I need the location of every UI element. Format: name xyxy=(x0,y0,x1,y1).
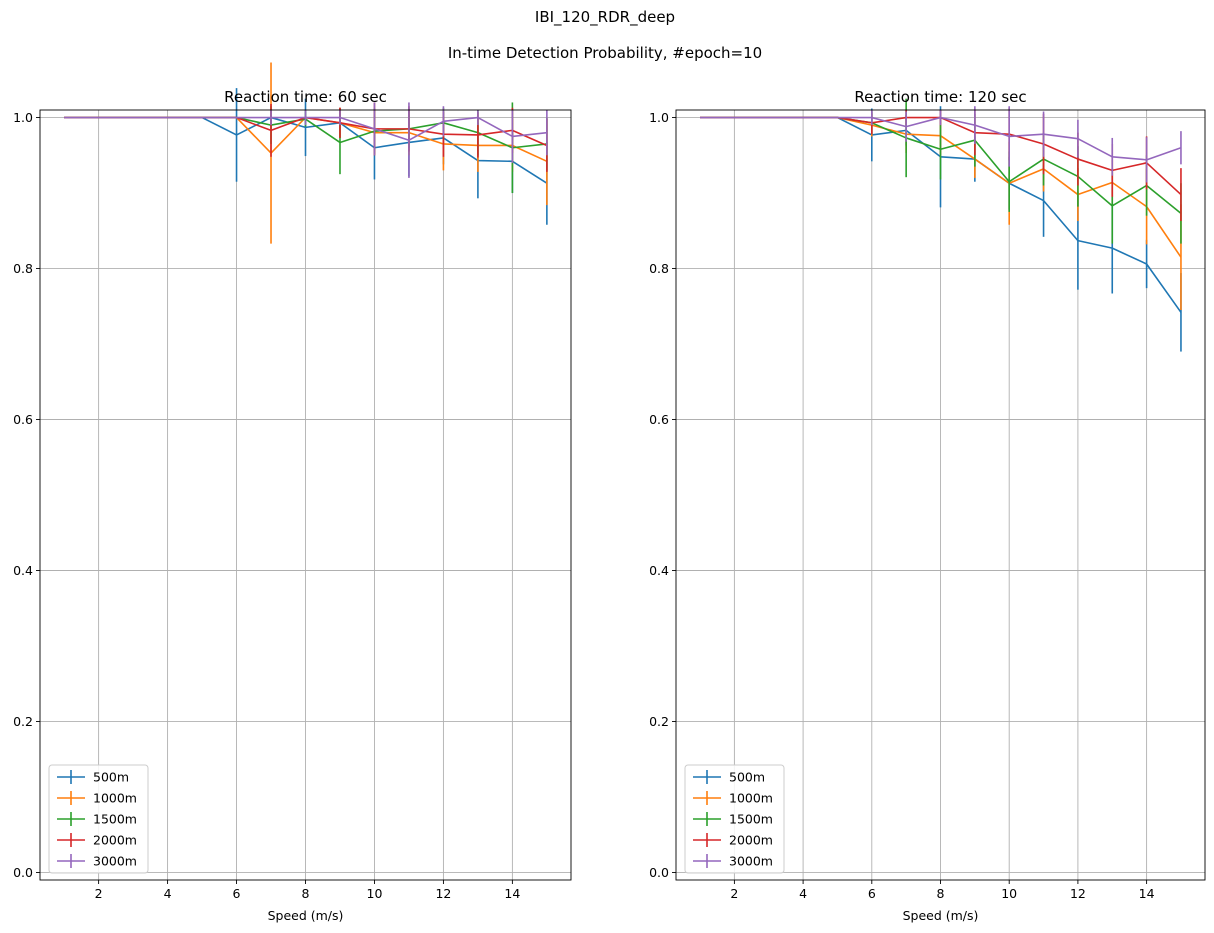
x-tick-label: 4 xyxy=(164,886,172,901)
subplot-title: Reaction time: 60 sec xyxy=(224,88,387,106)
legend-label-1500m: 1500m xyxy=(729,812,773,827)
x-tick-label: 2 xyxy=(95,886,103,901)
subplot-reaction-120: 2 4 6 8 10 12 14 0.0 0.2 0.4 0.6 0.8 1.0 Reaction tim… xyxy=(649,88,1206,923)
figure-subtitle: In-time Detection Probability, #epoch=10 xyxy=(448,44,762,62)
y-tick-label: 0.8 xyxy=(649,261,669,276)
x-tick-label: 4 xyxy=(799,886,807,901)
x-tick-label: 12 xyxy=(435,886,451,901)
x-tick-label: 10 xyxy=(367,886,383,901)
y-tick-label: 1.0 xyxy=(13,110,33,125)
y-tick-label: 0.2 xyxy=(13,714,33,729)
x-tick-label: 8 xyxy=(302,886,310,901)
y-tick-label: 0.6 xyxy=(649,412,669,427)
x-tick-label: 12 xyxy=(1070,886,1086,901)
x-axis-label: Speed (m/s) xyxy=(268,908,344,923)
y-tick-label: 0.0 xyxy=(649,865,669,880)
x-tick-label: 2 xyxy=(730,886,738,901)
y-tick-label: 1.0 xyxy=(649,110,669,125)
series-3000m xyxy=(64,102,548,178)
subplot-title: Reaction time: 120 sec xyxy=(854,88,1026,106)
legend-label-2000m: 2000m xyxy=(729,833,773,848)
legend-label-500m: 500m xyxy=(93,770,129,785)
y-tick-label: 0.6 xyxy=(13,412,33,427)
legend: 500m 1000m 1500m 2000m 3000m xyxy=(48,764,149,874)
y-tick-label: 0.4 xyxy=(13,563,33,578)
legend-label-3000m: 3000m xyxy=(93,854,137,869)
y-tick-label: 0.8 xyxy=(13,261,33,276)
x-axis-label: Speed (m/s) xyxy=(903,908,979,923)
legend-label-1500m: 1500m xyxy=(93,812,137,827)
series-3000m xyxy=(700,106,1182,183)
subplot-reaction-60: 2 4 6 8 10 12 14 0.0 0.2 0.4 0.6 0.8 1.0 Reaction tim… xyxy=(13,62,572,923)
legend-label-2000m: 2000m xyxy=(93,833,137,848)
x-tick-label: 14 xyxy=(1139,886,1155,901)
x-tick-label: 10 xyxy=(1001,886,1017,901)
legend-box xyxy=(684,764,785,874)
x-tick-label: 6 xyxy=(868,886,876,901)
y-tick-label: 0.4 xyxy=(649,563,669,578)
x-tick-label: 14 xyxy=(504,886,520,901)
figure-suptitle: IBI_120_RDR_deep xyxy=(535,8,675,27)
x-tick-label: 8 xyxy=(937,886,945,901)
x-tick-label: 6 xyxy=(233,886,241,901)
y-tick-label: 0.2 xyxy=(649,714,669,729)
legend-label-1000m: 1000m xyxy=(93,791,137,806)
legend: 500m 1000m 1500m 2000m 3000m xyxy=(684,764,785,874)
y-tick-label: 0.0 xyxy=(13,865,33,880)
legend-label-500m: 500m xyxy=(729,770,765,785)
legend-box xyxy=(48,764,149,874)
legend-label-1000m: 1000m xyxy=(729,791,773,806)
legend-label-3000m: 3000m xyxy=(729,854,773,869)
